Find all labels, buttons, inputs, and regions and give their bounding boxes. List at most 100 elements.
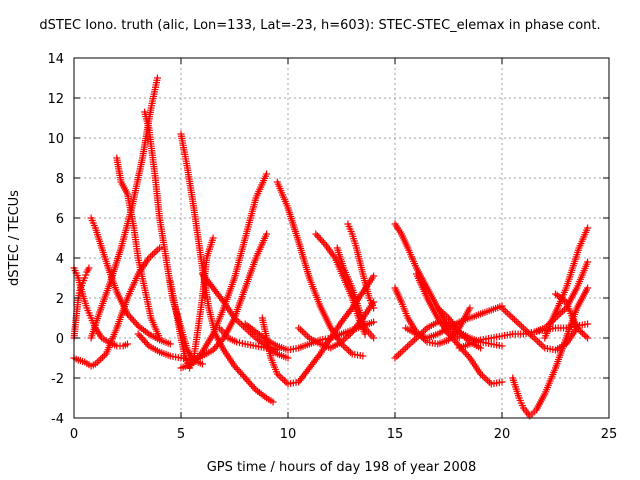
plus-marker [503, 309, 511, 317]
plus-marker [509, 314, 517, 322]
plus-marker [521, 326, 529, 334]
plus-marker [391, 354, 399, 362]
plus-marker [217, 337, 225, 345]
plus-marker [147, 252, 155, 260]
plus-marker [451, 337, 459, 345]
plus-marker [166, 340, 174, 348]
plus-marker [234, 365, 242, 373]
plus-marker [142, 339, 150, 347]
plus-marker [277, 373, 285, 381]
plus-marker [480, 373, 488, 381]
plus-marker [370, 298, 378, 306]
plus-marker [128, 315, 136, 323]
plus-marker [532, 336, 540, 344]
plus-marker [575, 326, 583, 334]
chart-title: dSTEC Iono. truth (alic, Lon=133, Lat=-2… [39, 18, 601, 33]
plus-marker [212, 343, 220, 351]
plus-marker [341, 343, 349, 351]
data-series [295, 298, 378, 352]
plus-marker [393, 352, 401, 360]
plus-marker [403, 342, 411, 350]
plus-marker [240, 372, 248, 380]
plus-marker [345, 347, 353, 355]
plus-marker [398, 347, 406, 355]
x-axis-label: GPS time / hours of day 198 of year 2008 [207, 460, 477, 475]
x-tick-label: 25 [601, 427, 618, 442]
y-axis-label: dSTEC / TECUs [7, 190, 22, 286]
plus-marker [582, 332, 590, 340]
plus-marker [455, 334, 463, 342]
plus-marker [244, 377, 252, 385]
plus-marker [463, 351, 471, 359]
plus-marker [143, 340, 151, 348]
plus-marker [284, 354, 292, 362]
plus-marker [99, 353, 107, 361]
plus-marker [400, 346, 408, 354]
data-series [70, 244, 164, 370]
data-series [216, 324, 292, 362]
plus-marker [405, 341, 413, 349]
plus-marker [577, 328, 585, 336]
plus-marker [466, 304, 474, 312]
plus-marker [341, 335, 349, 343]
y-tick-label: 8 [56, 172, 64, 187]
plus-marker [502, 307, 510, 315]
plot-frame [73, 57, 610, 419]
plus-marker [235, 367, 243, 375]
plus-marker [280, 377, 288, 385]
plus-marker [211, 344, 219, 352]
plus-marker [124, 340, 131, 348]
axis-ticks: 0 5 10 15 20 25 -4 -2 0 2 4 6 8 10 12 14 [47, 52, 617, 442]
plus-marker [505, 311, 513, 319]
plus-marker [148, 251, 156, 259]
plus-marker [236, 319, 244, 327]
plus-marker [584, 224, 592, 232]
plus-marker [139, 335, 147, 343]
plus-marker [343, 345, 351, 353]
data-series [333, 244, 378, 342]
plus-marker [578, 329, 586, 337]
plus-marker [263, 170, 271, 178]
plus-marker [232, 364, 240, 372]
plus-marker [152, 247, 160, 255]
plus-marker [321, 240, 329, 248]
plus-marker [370, 318, 378, 326]
plus-marker [279, 375, 287, 383]
x-tick-label: 20 [494, 427, 511, 442]
plus-marker [198, 360, 206, 368]
y-tick-label: -2 [51, 372, 64, 387]
data-series [188, 230, 271, 366]
plus-marker [238, 371, 246, 379]
plus-marker [130, 317, 138, 325]
plus-marker [247, 381, 255, 389]
plus-marker [315, 233, 323, 241]
plus-marker [454, 340, 462, 348]
plus-marker [449, 335, 457, 343]
y-tick-label: 6 [56, 212, 64, 227]
plus-marker [246, 379, 254, 387]
plus-marker [214, 341, 222, 349]
plus-marker [282, 378, 290, 386]
plus-marker [584, 334, 592, 342]
plus-marker [140, 337, 148, 345]
plus-marker [396, 349, 404, 357]
plus-marker [131, 319, 139, 327]
data-series [530, 258, 592, 336]
plus-marker [231, 362, 238, 370]
plus-marker [370, 272, 378, 280]
plus-marker [507, 312, 515, 320]
plus-marker [295, 324, 303, 332]
data-series [552, 290, 592, 342]
plus-marker [411, 336, 419, 344]
plus-marker [238, 321, 246, 329]
plus-marker [535, 339, 543, 347]
plus-marker [584, 258, 592, 266]
x-tick-label: 5 [177, 427, 185, 442]
y-tick-label: 12 [47, 92, 64, 107]
plus-marker [154, 246, 162, 254]
plus-marker [302, 331, 310, 339]
plus-marker [312, 230, 320, 238]
data-series [87, 214, 174, 348]
plus-marker [464, 352, 472, 360]
